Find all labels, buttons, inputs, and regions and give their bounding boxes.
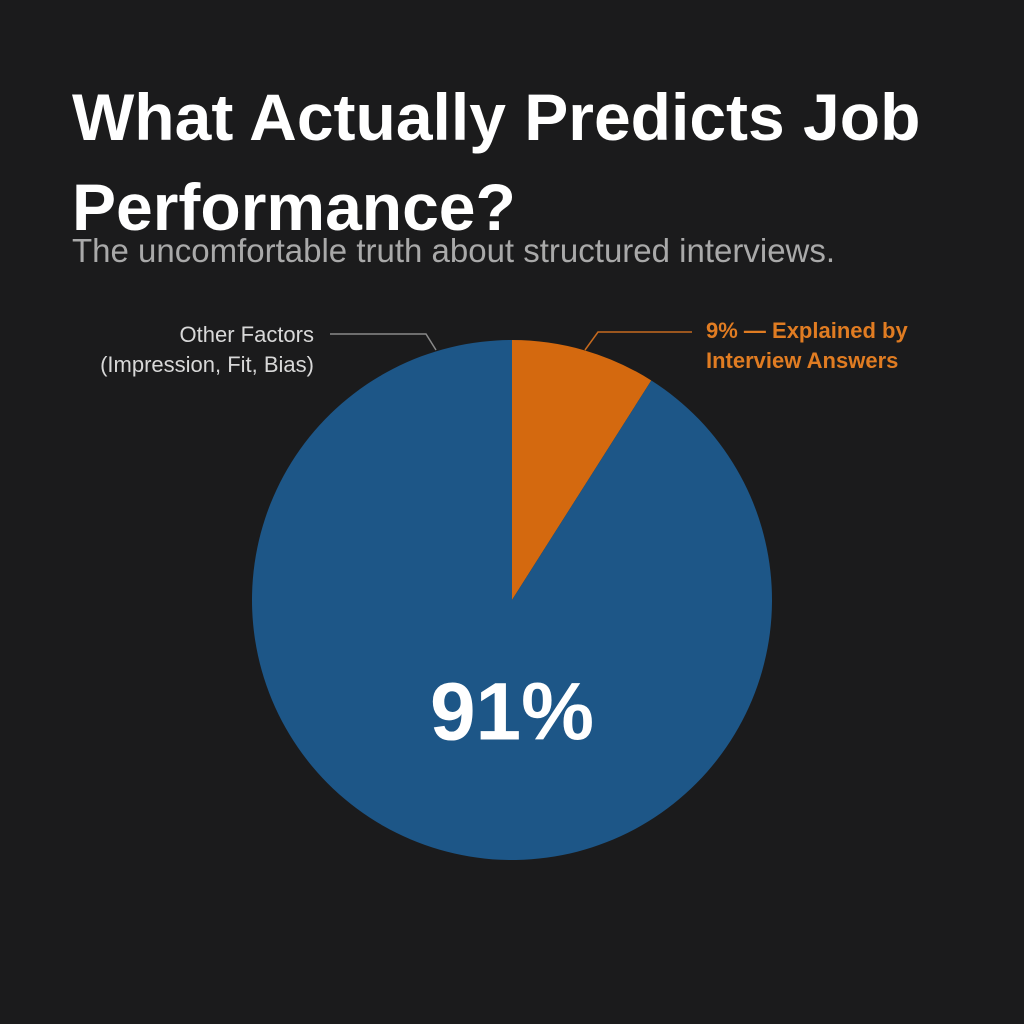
chart-title: What Actually Predicts Job Performance? (72, 80, 921, 244)
chart-subtitle: The uncomfortable truth about structured… (72, 232, 836, 269)
pie-slice (512, 340, 652, 600)
pie-slice (252, 340, 773, 861)
value-label: 91% (430, 667, 594, 758)
slice-label: Other Factors (Impression, Fit, Bias) (100, 322, 314, 377)
slice-label: 9% — Explained by Interview Answers (706, 318, 908, 373)
leader-line (330, 333, 437, 351)
leader-line (584, 331, 692, 351)
